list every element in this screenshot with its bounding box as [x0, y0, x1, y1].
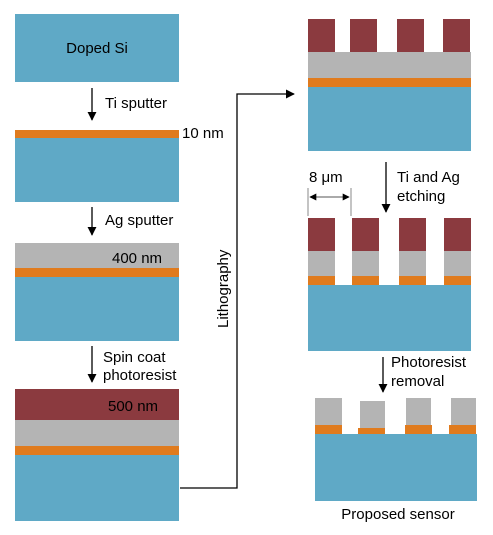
removal-label-line1: Photoresist: [391, 354, 467, 371]
titanium-layer: [15, 268, 179, 277]
etched-pillar: [352, 218, 379, 285]
sensor-grating-element: [449, 398, 476, 434]
ti-thickness-label: 10 nm: [182, 125, 224, 142]
pitch-label: 8 μm: [309, 169, 343, 186]
photoresist-pillars: [308, 19, 470, 52]
doped-si-label: Doped Si: [66, 40, 128, 57]
titanium-layer: [308, 78, 471, 87]
step-proposed-sensor: Proposed sensor: [315, 398, 477, 523]
pitch-dimension: 8 μm: [307, 169, 352, 216]
photoresist-pillar: [443, 19, 470, 52]
spin-coat-label-line1: Spin coat: [103, 349, 166, 366]
silicon-substrate: [15, 455, 179, 521]
step-ag-layer: 400 nm: [15, 243, 179, 341]
photoresist-pillar: [308, 19, 335, 52]
photoresist-layer: [15, 389, 179, 420]
lithography-label: Lithography: [215, 249, 232, 328]
etched-pillar: [444, 218, 471, 285]
silicon-substrate: [315, 434, 477, 501]
etched-pillar: [399, 218, 426, 285]
titanium-layer: [15, 130, 179, 138]
ag-sputter-label: Ag sputter: [105, 212, 173, 229]
spin-coat-label-line2: photoresist: [103, 367, 177, 384]
photoresist-pillar: [350, 19, 377, 52]
arrow-ag-sputter: Ag sputter: [87, 207, 173, 236]
silicon-substrate: [308, 285, 471, 351]
sensor-grating-element: [405, 398, 432, 434]
photoresist-pillar: [397, 19, 424, 52]
ti-sputter-label: Ti sputter: [105, 95, 167, 112]
arrow-lithography: Lithography: [180, 89, 295, 489]
titanium-layer: [15, 446, 179, 455]
step-etched-stack: [308, 218, 471, 351]
arrow-spin-coat: Spin coat photoresist: [87, 346, 177, 384]
silicon-substrate: [15, 277, 179, 341]
silicon-substrate: [15, 138, 179, 202]
step-photoresist: 500 nm: [15, 389, 179, 521]
step-ti-layer: 10 nm: [15, 125, 224, 202]
silicon-substrate: [308, 87, 471, 151]
arrow-ti-ag-etching: Ti and Ag etching: [381, 162, 460, 213]
ag-thickness-label: 400 nm: [112, 250, 162, 267]
etch-label-line2: etching: [397, 188, 445, 205]
silver-layer: [15, 420, 179, 446]
etch-label-line1: Ti and Ag: [397, 169, 460, 186]
arrow-ti-sputter: Ti sputter: [87, 88, 167, 121]
step-patterned-photoresist: [308, 19, 471, 151]
sensor-grating-element: [315, 398, 342, 434]
etched-pillar: [308, 218, 335, 285]
step-doped-si: Doped Si: [15, 14, 179, 82]
silicon-substrate: [15, 14, 179, 82]
proposed-sensor-label: Proposed sensor: [341, 506, 454, 523]
arrow-photoresist-removal: Photoresist removal: [378, 354, 467, 393]
silver-layer: [308, 52, 471, 78]
pr-thickness-label: 500 nm: [108, 398, 158, 415]
silver-layer: [15, 243, 179, 268]
removal-label-line2: removal: [391, 373, 444, 390]
sensor-grating-element: [358, 401, 385, 437]
